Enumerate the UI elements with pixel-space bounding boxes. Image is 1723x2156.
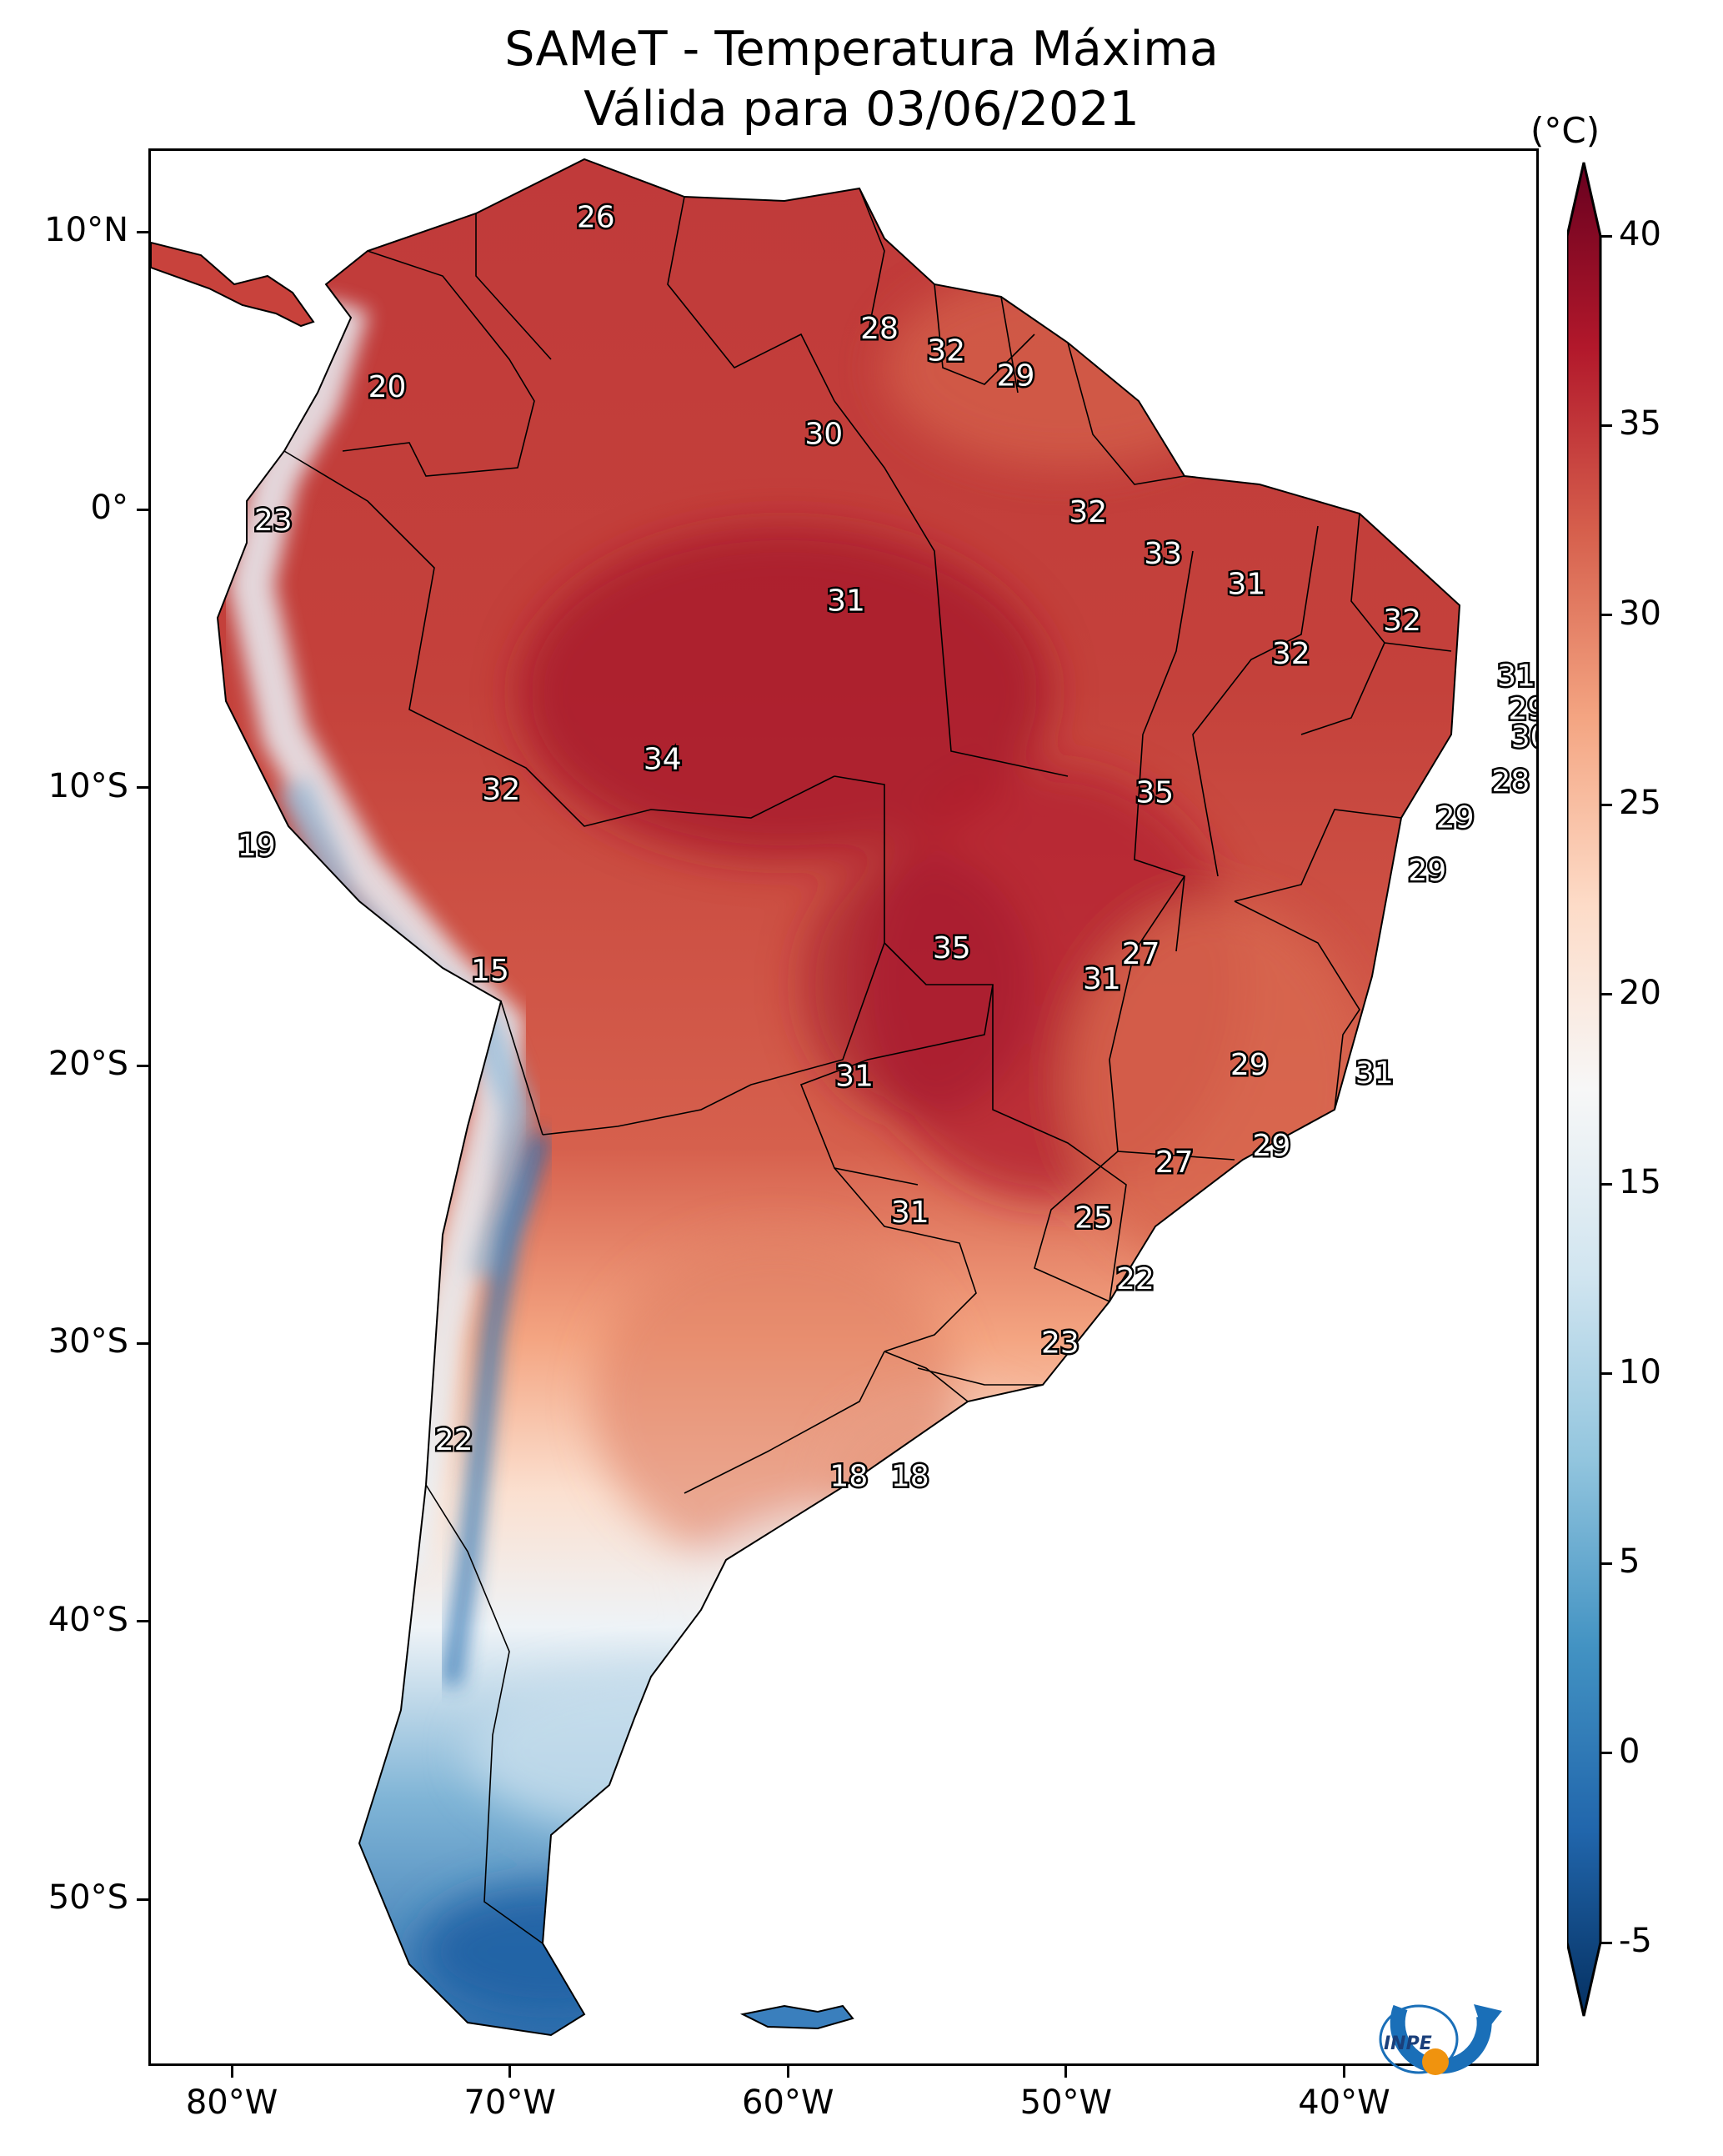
colorbar-tick-label: 25 xyxy=(1619,784,1661,823)
colorbar-tick-mark xyxy=(1600,234,1612,238)
temperature-label: 31 xyxy=(1497,659,1535,694)
x-tick-mark xyxy=(230,2066,233,2078)
colorbar-tick-mark xyxy=(1600,993,1612,996)
y-tick-label: 50°S xyxy=(48,1878,128,1917)
map-area: 2628322920302332333131323231293034283235… xyxy=(148,148,1539,2066)
x-tick-label: 40°W xyxy=(1298,2083,1390,2122)
x-tick-mark xyxy=(786,2066,789,2078)
y-tick-mark xyxy=(137,1341,148,1345)
temperature-label: 35 xyxy=(933,931,971,965)
temperature-label: 20 xyxy=(368,370,407,404)
temperature-label: 35 xyxy=(1135,776,1174,810)
colorbar-tick-mark xyxy=(1600,1941,1612,1944)
temperature-label: 29 xyxy=(1253,1129,1291,1163)
central-america xyxy=(151,241,315,328)
colorbar-tick-label: 30 xyxy=(1619,594,1661,633)
country-borders xyxy=(283,188,1452,1944)
colorbar-tick-mark xyxy=(1600,1562,1612,1565)
coastline xyxy=(216,158,1461,2037)
temperature-label: 28 xyxy=(1491,765,1530,799)
colorbar-tick-mark xyxy=(1600,1182,1612,1186)
logo-text: INPE xyxy=(1384,2033,1432,2054)
land-mass xyxy=(218,159,1460,2035)
colorbar-tick-mark xyxy=(1600,614,1612,617)
x-tick-mark xyxy=(1064,2066,1068,2078)
temperature-label: 31 xyxy=(1227,568,1265,602)
y-tick-label: 10°S xyxy=(48,766,128,805)
colorbar-tick-label: 0 xyxy=(1619,1732,1640,1771)
y-tick-label: 40°S xyxy=(48,1600,128,1639)
x-tick-label: 70°W xyxy=(463,2083,556,2122)
temperature-label: 25 xyxy=(1074,1201,1113,1236)
temperature-label: 29 xyxy=(1436,801,1475,835)
colorbar-tick-label: 40 xyxy=(1619,215,1661,253)
temperature-label: 31 xyxy=(891,1196,929,1230)
colorbar-tick-mark xyxy=(1600,424,1612,427)
map-subtitle: Válida para 03/06/2021 xyxy=(584,82,1139,137)
y-tick-mark xyxy=(137,230,148,233)
colorbar-tick-label: -5 xyxy=(1619,1922,1652,1960)
temperature-label: 28 xyxy=(860,312,899,346)
temperature-label: 31 xyxy=(1355,1056,1394,1091)
temperature-label: 18 xyxy=(829,1460,868,1494)
temperature-label: 29 xyxy=(1508,693,1539,727)
temperature-label: 30 xyxy=(1511,720,1539,755)
temperature-label: 32 xyxy=(1069,495,1107,529)
y-tick-mark xyxy=(137,1620,148,1623)
temperature-label: 22 xyxy=(1116,1262,1155,1296)
map-title: SAMeT - Temperatura Máxima xyxy=(504,22,1219,77)
temperature-label: 23 xyxy=(1041,1326,1079,1361)
y-tick-label: 20°S xyxy=(48,1045,128,1083)
colorbar-tick-mark xyxy=(1600,1752,1612,1755)
temperature-label: 32 xyxy=(1272,637,1310,671)
colorbar-body xyxy=(1567,162,1602,2017)
temperature-label: 29 xyxy=(997,359,1035,394)
colorbar-tick-label: 5 xyxy=(1619,1542,1640,1582)
temperature-label: 31 xyxy=(827,584,865,619)
temperature-label: 33 xyxy=(1144,537,1182,571)
y-tick-label: 10°N xyxy=(44,211,128,249)
temperature-label: 26 xyxy=(577,201,615,235)
temperature-map: 2628322920302332333131323231293034283235… xyxy=(151,158,1539,2037)
temperature-label: 22 xyxy=(435,1423,473,1457)
x-tick-label: 80°W xyxy=(185,2083,278,2122)
x-tick-label: 50°W xyxy=(1019,2083,1113,2122)
colorbar-tick-label: 20 xyxy=(1619,973,1661,1012)
y-tick-label: 30°S xyxy=(48,1322,128,1361)
x-tick-mark xyxy=(1342,2066,1345,2078)
colorbar-tick-label: 10 xyxy=(1619,1352,1661,1391)
temperature-label: 15 xyxy=(471,954,509,988)
temperature-label: 19 xyxy=(238,829,276,863)
colorbar-tick-label: 15 xyxy=(1619,1163,1661,1202)
y-tick-mark xyxy=(137,786,148,790)
y-tick-mark xyxy=(137,1898,148,1901)
temperature-label: 32 xyxy=(1383,604,1421,638)
y-tick-mark xyxy=(137,508,148,511)
temperature-label: 29 xyxy=(1408,854,1446,888)
x-tick-label: 60°W xyxy=(742,2083,834,2122)
temperature-label: 18 xyxy=(891,1460,929,1494)
temperature-label: 31 xyxy=(835,1060,874,1094)
colorbar-tick-mark xyxy=(1600,1372,1612,1376)
colorbar-unit: (°C) xyxy=(1530,110,1600,151)
temperature-label: 27 xyxy=(1155,1146,1194,1180)
temperature-label: 30 xyxy=(804,418,843,452)
x-tick-mark xyxy=(508,2066,512,2078)
temperature-label: 27 xyxy=(1122,937,1160,971)
temperature-label: 32 xyxy=(927,334,965,369)
y-tick-label: 0° xyxy=(90,489,128,528)
temperature-label: 29 xyxy=(1230,1048,1269,1082)
y-tick-mark xyxy=(137,1064,148,1067)
inpe-logo: INPE xyxy=(1379,2004,1502,2075)
temperature-label: 32 xyxy=(482,773,520,807)
falkland-islands xyxy=(739,2004,854,2030)
temperature-label: 31 xyxy=(1083,962,1121,996)
temperature-label: 34 xyxy=(644,743,682,777)
temperature-label: 23 xyxy=(254,504,293,538)
colorbar-tick-mark xyxy=(1600,803,1612,806)
colorbar-tick-label: 35 xyxy=(1619,404,1661,444)
